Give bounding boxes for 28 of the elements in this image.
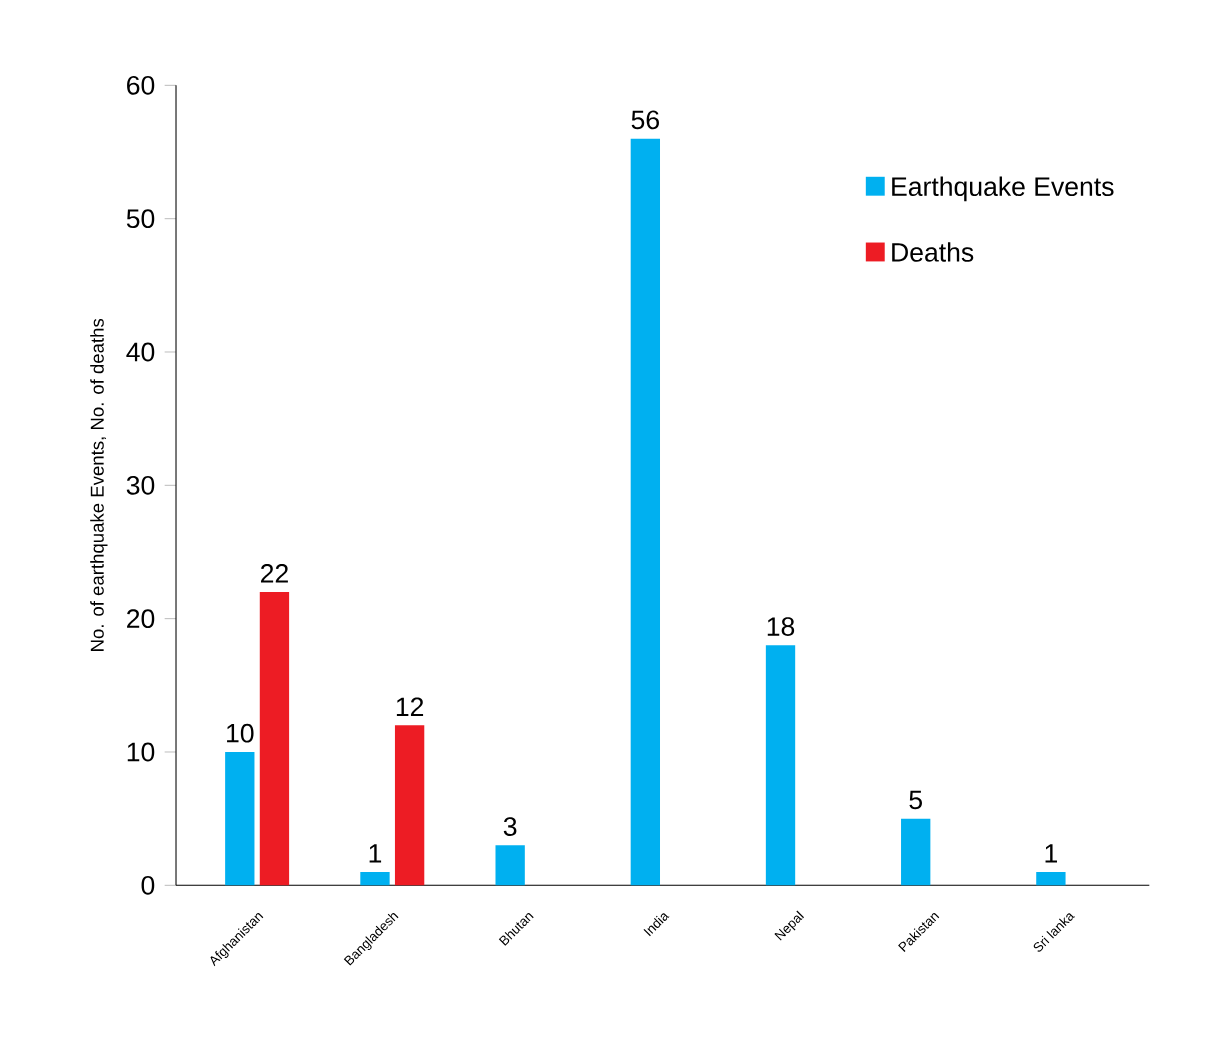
- y-tick-label: 10: [127, 742, 155, 762]
- bar: [360, 872, 390, 886]
- data-label: 22: [261, 564, 288, 583]
- y-tick-label: 30: [126, 476, 155, 496]
- y-axis-title: No. of earthquake Events, No. of deaths: [90, 319, 108, 652]
- bar: [765, 645, 796, 886]
- y-tick-label: 50: [126, 209, 155, 229]
- y-tick-label: 0: [141, 876, 155, 896]
- bar: [225, 752, 255, 886]
- data-label: 3: [503, 817, 517, 837]
- bar: [901, 818, 931, 886]
- y-tick-label: 60: [127, 76, 155, 96]
- bar: [495, 845, 525, 886]
- data-label: 10: [227, 724, 254, 743]
- data-label: 56: [631, 110, 659, 130]
- y-tick-label: 40: [126, 342, 155, 362]
- data-label: 12: [396, 697, 424, 717]
- data-label: 1: [1045, 844, 1057, 863]
- y-tick-label: 20: [127, 609, 155, 629]
- legend-label: Deaths: [892, 242, 974, 263]
- legend-label: Earthquake Events: [892, 176, 1114, 202]
- bar: [630, 139, 661, 886]
- data-label: 5: [909, 791, 922, 810]
- bar: [259, 592, 290, 886]
- bar: [1036, 872, 1066, 886]
- data-label: 1: [369, 844, 382, 863]
- data-label: 18: [767, 617, 795, 637]
- bar: [394, 725, 425, 886]
